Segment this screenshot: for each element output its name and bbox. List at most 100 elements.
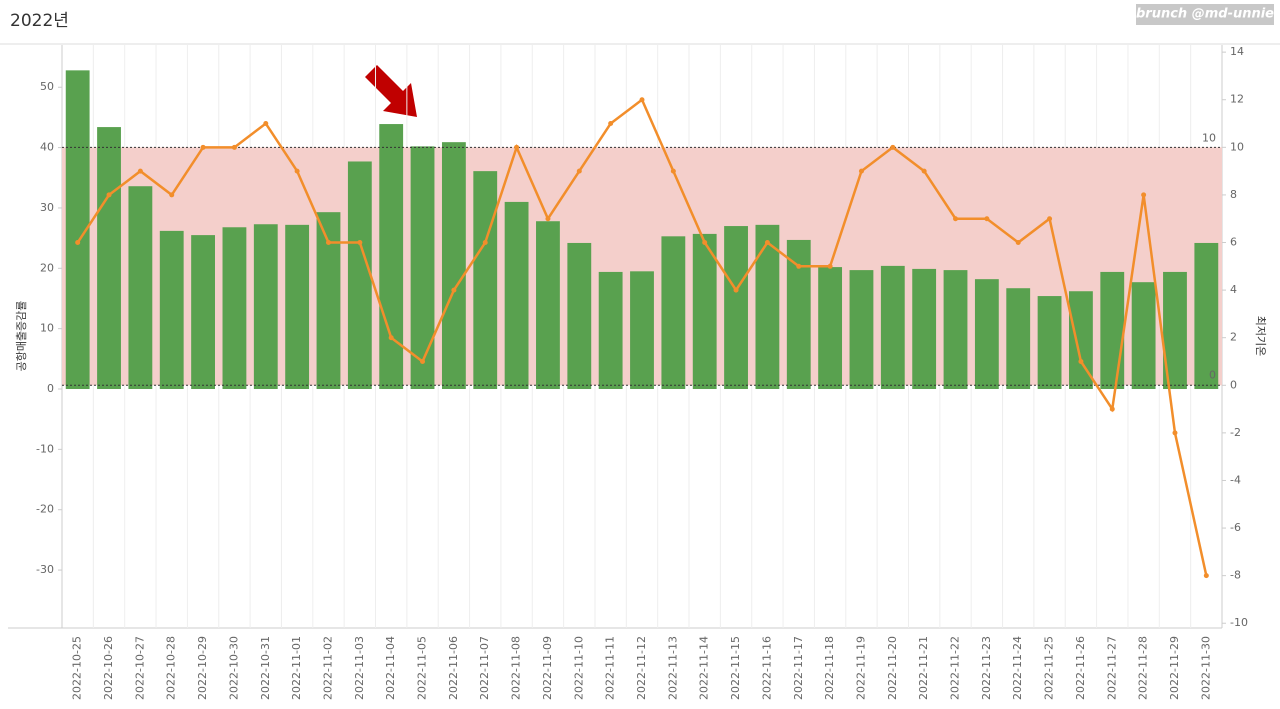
bar (159, 230, 184, 390)
x-tick-label: 2022-10-26 (102, 636, 115, 700)
y-tick-label: 10 (40, 322, 54, 335)
y-tick-label: -20 (36, 503, 54, 516)
x-tick-label: 2022-11-12 (635, 636, 648, 700)
y2-tick-label: 4 (1230, 283, 1237, 296)
bar (347, 161, 372, 390)
bar (253, 224, 278, 390)
x-tick-label: 2022-11-03 (353, 636, 366, 700)
line-point (827, 263, 833, 269)
x-tick-label: 2022-11-14 (698, 636, 711, 700)
line-point (482, 240, 488, 246)
bar (692, 233, 717, 390)
bar (1037, 296, 1062, 390)
bar (943, 270, 968, 390)
x-tick-label: 2022-11-16 (760, 636, 773, 700)
y2-tick-label: 14 (1230, 45, 1244, 58)
line-point (137, 168, 143, 174)
chart-title: 2022년 (10, 11, 69, 31)
line-point (1141, 192, 1147, 198)
bar (504, 201, 529, 390)
x-tick-label: 2022-11-15 (729, 636, 742, 700)
watermark-bg (1136, 4, 1274, 25)
bar (880, 265, 905, 390)
line-point (984, 216, 990, 222)
bar (630, 271, 654, 390)
line-point (733, 287, 739, 293)
line-point (1172, 430, 1178, 436)
line-point (325, 240, 331, 246)
line-point (1078, 358, 1084, 364)
line-point (106, 192, 112, 198)
y-tick-label: 0 (47, 382, 54, 395)
bar (724, 226, 748, 390)
bar (536, 221, 560, 390)
line-point (231, 144, 237, 150)
y2-tick-label: 0 (1230, 378, 1237, 391)
bar (786, 239, 811, 390)
y2-tick-label: 10 (1230, 140, 1244, 153)
x-tick-label: 2022-11-01 (290, 636, 303, 700)
bar (1194, 242, 1219, 390)
line-point (639, 97, 645, 103)
x-tick-label: 2022-11-30 (1199, 636, 1212, 700)
line-point (858, 168, 864, 174)
x-tick-label: 2022-11-11 (604, 636, 617, 700)
x-tick-label: 2022-11-04 (384, 636, 397, 700)
line-point (200, 144, 206, 150)
x-tick-label: 2022-11-23 (980, 636, 993, 700)
x-tick-label: 2022-10-30 (227, 636, 240, 700)
y2-axis-label: 최저기온 (1254, 316, 1267, 356)
bar (128, 186, 153, 390)
x-tick-label: 2022-10-31 (259, 636, 272, 700)
reference-label: 0 (1209, 368, 1216, 381)
y2-tick-label: -4 (1230, 473, 1241, 486)
bar (661, 236, 686, 390)
y2-tick-label: -8 (1230, 569, 1241, 582)
bar (912, 268, 937, 390)
x-tick-label: 2022-10-29 (196, 636, 209, 700)
bar (1006, 288, 1031, 390)
y-tick-label: 40 (40, 141, 54, 154)
line-point (670, 168, 676, 174)
bar (598, 271, 623, 390)
line-point (608, 121, 614, 127)
bar (567, 242, 592, 390)
bar (849, 270, 874, 390)
x-tick-label: 2022-11-13 (666, 636, 679, 700)
x-tick-label: 2022-11-05 (416, 636, 429, 700)
y2-tick-label: 6 (1230, 236, 1237, 249)
x-tick-label: 2022-11-18 (823, 636, 836, 700)
reference-label: 10 (1202, 131, 1216, 144)
line-point (294, 168, 300, 174)
bar (755, 224, 780, 390)
x-tick-label: 2022-10-28 (165, 636, 178, 700)
line-point (702, 240, 708, 246)
bar (1131, 282, 1156, 390)
y-tick-label: -10 (36, 442, 54, 455)
x-tick-label: 2022-11-09 (541, 636, 554, 700)
line-point (420, 358, 426, 364)
line-point (890, 144, 896, 150)
x-tick-label: 2022-11-08 (510, 636, 523, 700)
line-point (357, 240, 363, 246)
y2-tick-label: -10 (1230, 616, 1248, 629)
bar (97, 127, 121, 390)
x-tick-label: 2022-11-02 (321, 636, 334, 700)
line-point (545, 216, 551, 222)
y-tick-label: 30 (40, 201, 54, 214)
x-tick-label: 2022-11-17 (792, 636, 805, 700)
line-point (576, 168, 582, 174)
watermark: brunch @md-unnie (1136, 7, 1274, 22)
x-tick-label: 2022-11-19 (854, 636, 867, 700)
line-point (764, 240, 770, 246)
x-tick-label: 2022-11-28 (1137, 636, 1150, 700)
line-point (388, 335, 394, 341)
bar (1163, 271, 1187, 390)
line-point (1015, 240, 1021, 246)
line-point (451, 287, 457, 293)
x-tick-label: 2022-10-27 (133, 636, 146, 700)
line-point (514, 144, 520, 150)
y2-tick-label: 2 (1230, 331, 1237, 344)
bar (222, 227, 247, 390)
bar (316, 212, 341, 390)
